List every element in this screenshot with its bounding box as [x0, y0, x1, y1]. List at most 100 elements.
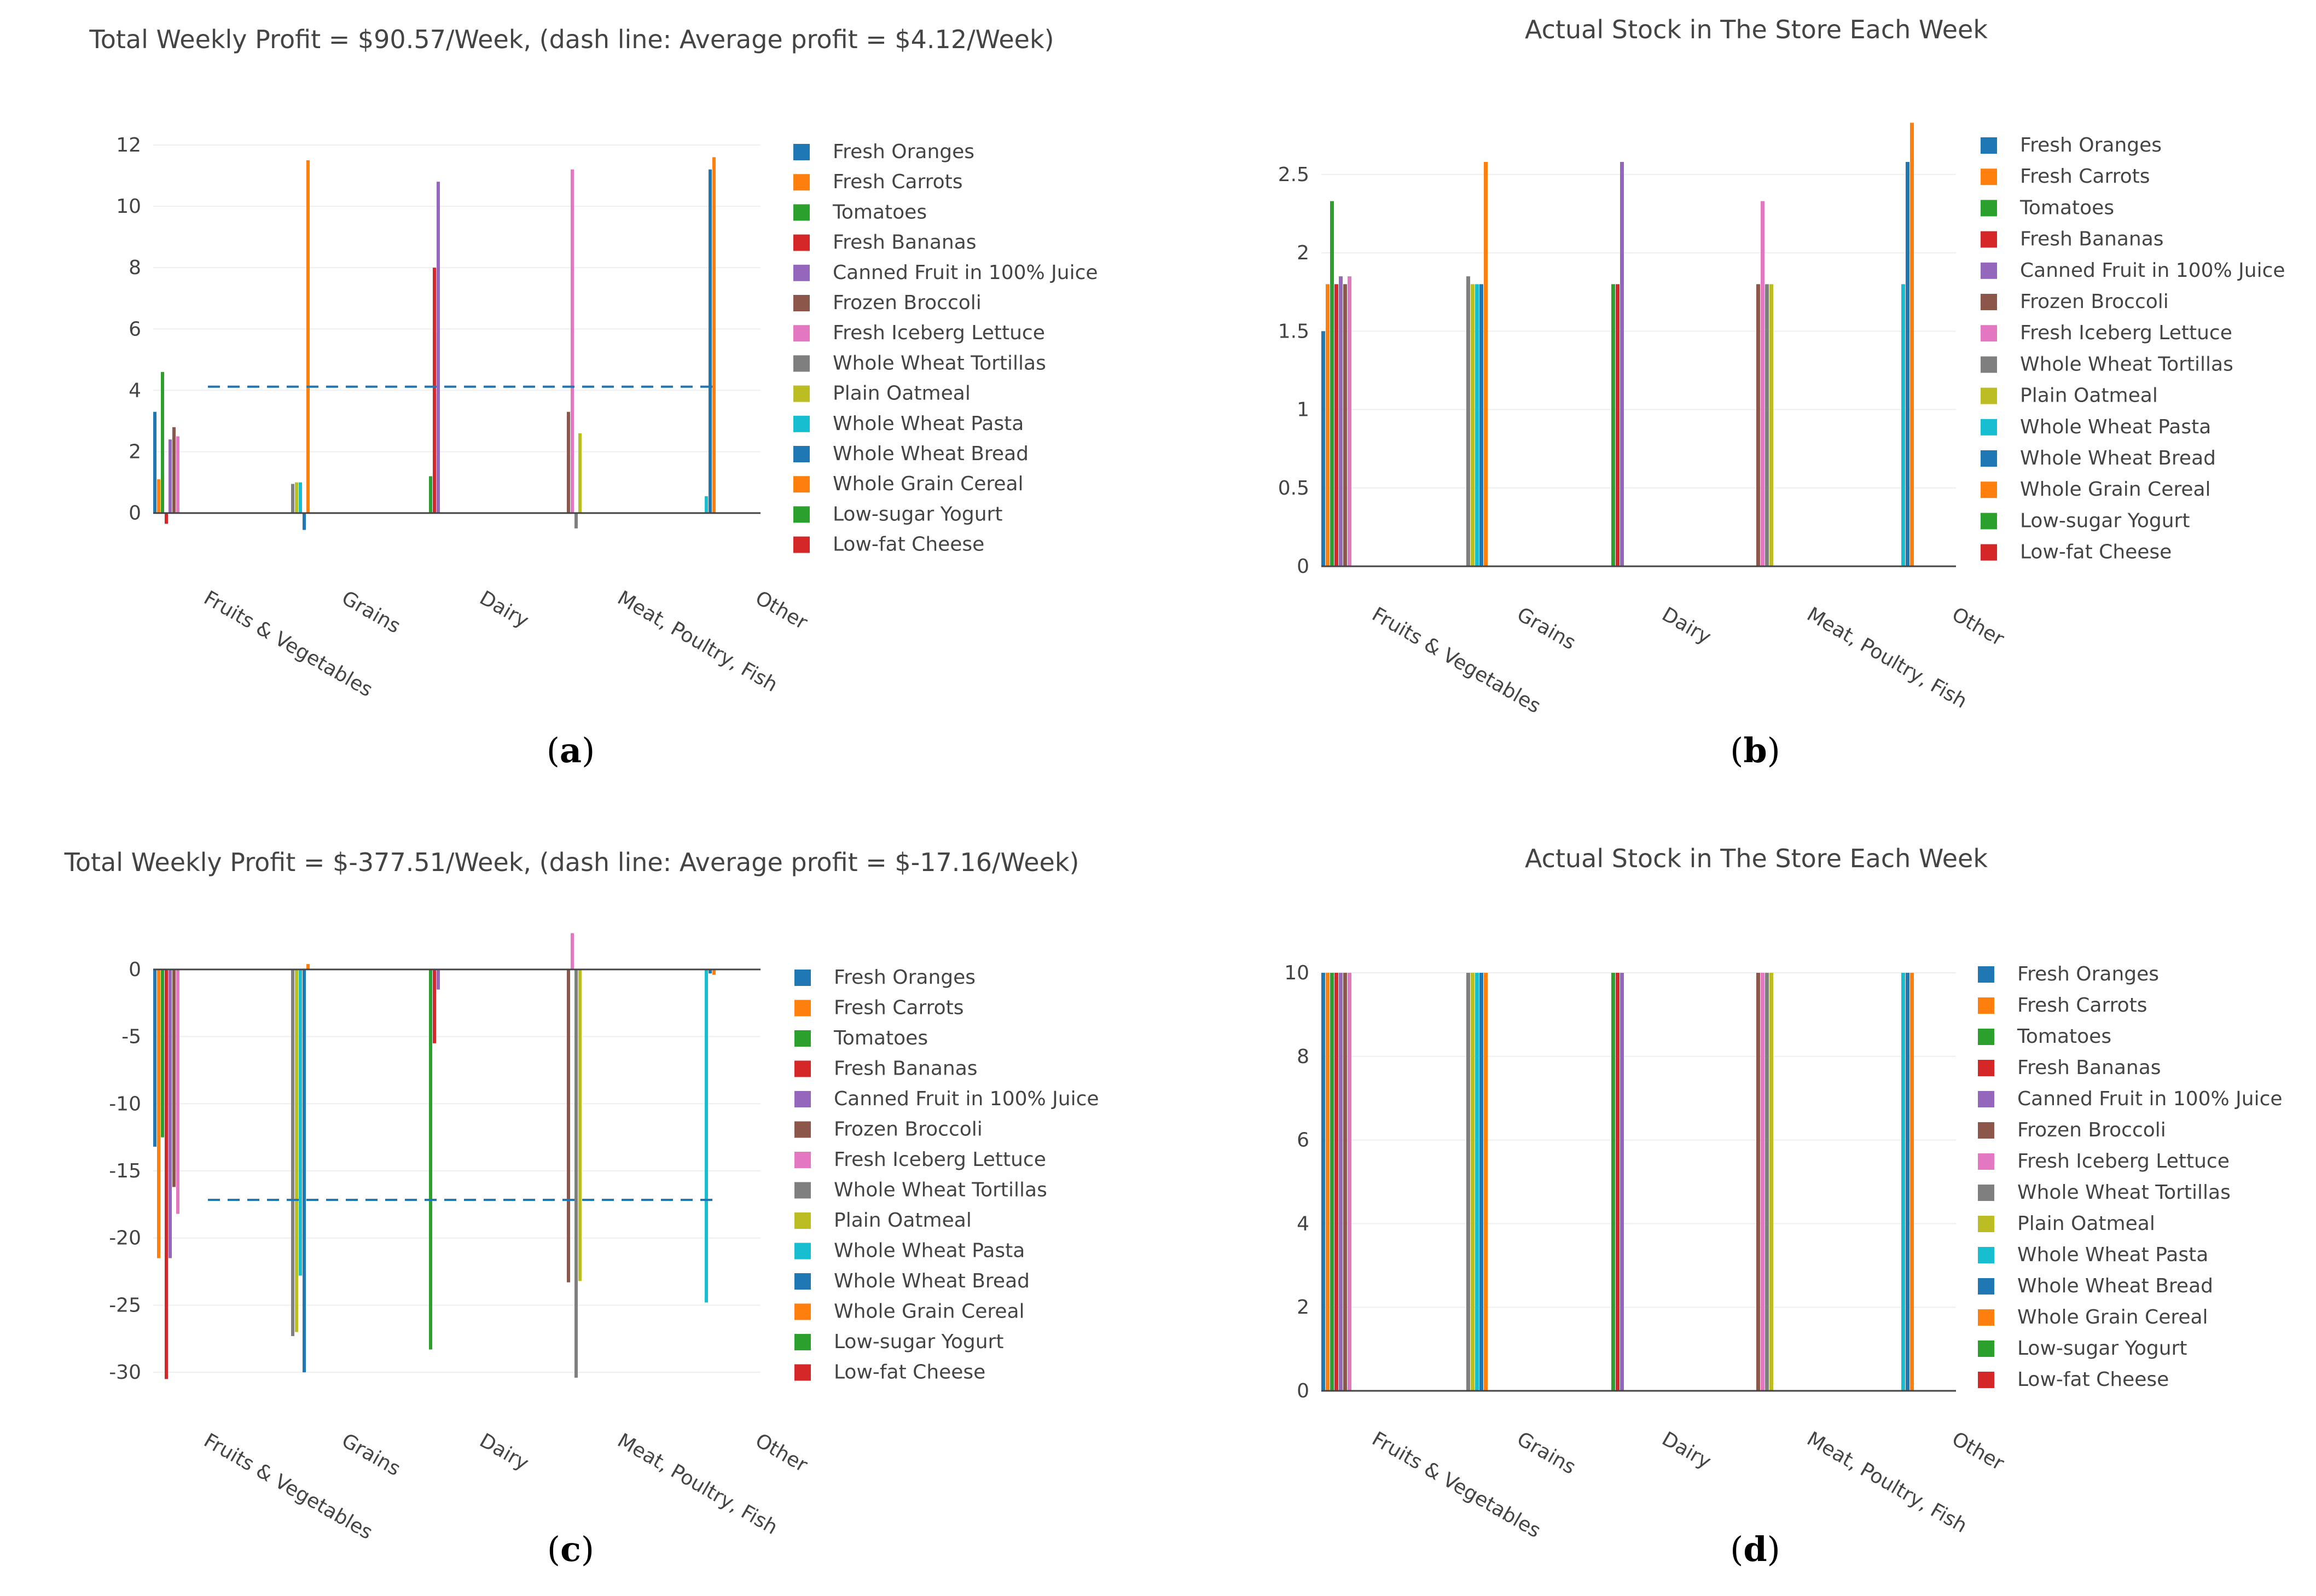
legend-swatch	[1978, 1185, 1994, 1201]
legend-item: Frozen Broccoli	[833, 292, 982, 314]
bar-fruits-vegetables-fresh-bananas	[1334, 973, 1338, 1391]
y-tick-label: -30	[109, 1361, 141, 1384]
legend-swatch	[1978, 966, 1994, 983]
legend-swatch	[793, 144, 810, 160]
legend-swatch	[793, 174, 810, 191]
legend-swatch	[794, 1273, 811, 1290]
bar-other-whole-grain-cereal	[712, 157, 716, 513]
legend-item: Tomatoes	[2019, 196, 2114, 219]
legend-swatch	[793, 234, 810, 251]
legend-swatch	[1978, 1029, 1994, 1045]
legend-swatch	[794, 1030, 811, 1047]
legend-item: Frozen Broccoli	[834, 1118, 983, 1141]
bar-other-whole-wheat-pasta	[705, 496, 708, 513]
legend-item: Whole Wheat Bread	[833, 443, 1029, 465]
bar-grains-plain-oatmeal	[1471, 284, 1475, 566]
bar-meat-poultry-fish-whole-wheat-tortillas	[1765, 284, 1769, 566]
legend-item: Fresh Oranges	[2020, 134, 2162, 156]
legend-swatch	[793, 264, 810, 281]
legend-item: Fresh Bananas	[833, 231, 977, 254]
legend-item: Whole Wheat Tortillas	[2017, 1181, 2231, 1204]
legend-item: Fresh Iceberg Lettuce	[2017, 1150, 2230, 1173]
chart-title: Actual Stock in The Store Each Week	[1525, 15, 1988, 44]
bar-other-whole-wheat-pasta	[1901, 973, 1905, 1391]
y-tick-label: 6	[129, 318, 141, 340]
legend-swatch	[1978, 1247, 1994, 1263]
bar-meat-poultry-fish-fresh-iceberg-lettuce	[571, 169, 574, 513]
bar-dairy-canned-fruit-in-100-juice	[1620, 161, 1624, 566]
legend-item: Whole Wheat Pasta	[833, 413, 1024, 435]
legend-swatch	[793, 355, 810, 372]
y-tick-label: 8	[129, 257, 141, 279]
legend-swatch	[1978, 1309, 1994, 1326]
legend-swatch	[793, 476, 810, 493]
legend-item: Tomatoes	[832, 201, 927, 223]
bar-meat-poultry-fish-plain-oatmeal	[578, 969, 582, 1281]
legend-swatch	[794, 1334, 811, 1350]
y-tick-label: 2.5	[1278, 164, 1309, 186]
legend-swatch	[794, 1243, 811, 1260]
legend-swatch	[1981, 231, 1997, 248]
bar-dairy-low-fat-cheese	[1616, 284, 1620, 566]
bar-fruits-vegetables-tomatoes	[161, 969, 164, 1137]
bar-other-whole-grain-cereal	[712, 969, 716, 975]
legend-item: Whole Wheat Bread	[834, 1270, 1030, 1292]
y-tick-label: -15	[109, 1160, 141, 1182]
legend-swatch	[1978, 1153, 1994, 1170]
legend-swatch	[1978, 1091, 1994, 1107]
bar-other-whole-wheat-bread	[709, 169, 712, 513]
bar-fruits-vegetables-fresh-oranges	[153, 969, 156, 1147]
legend-swatch	[1981, 356, 1997, 373]
y-tick-label: 4	[129, 379, 141, 402]
y-tick-label: 10	[1284, 962, 1309, 984]
y-tick-label: -5	[121, 1026, 141, 1048]
legend-item: Plain Oatmeal	[2020, 385, 2158, 407]
x-tick-label: Other	[1948, 1427, 2008, 1475]
bar-other-whole-wheat-pasta	[1901, 284, 1905, 566]
y-tick-label: 12	[116, 134, 141, 156]
y-tick-label: 0	[129, 502, 141, 525]
bar-other-whole-grain-cereal	[1910, 123, 1914, 566]
bar-grains-whole-wheat-pasta	[1475, 284, 1479, 566]
bar-fruits-vegetables-tomatoes	[161, 372, 164, 513]
legend-item: Whole Wheat Pasta	[2017, 1244, 2208, 1266]
legend-item: Low-fat Cheese	[2020, 541, 2172, 564]
x-tick-label: Grains	[1513, 603, 1580, 654]
panel-label: (d)	[1730, 1529, 1780, 1569]
chart-title: Total Weekly Profit = $90.57/Week, (dash…	[89, 25, 1054, 54]
bar-dairy-low-fat-cheese	[1616, 973, 1620, 1391]
legend-swatch	[1981, 262, 1997, 279]
bar-dairy-canned-fruit-in-100-juice	[437, 182, 440, 513]
legend-swatch	[1981, 169, 1997, 185]
bar-grains-whole-wheat-pasta	[299, 969, 302, 1276]
legend-swatch	[794, 1212, 811, 1229]
legend-item: Low-fat Cheese	[2017, 1368, 2169, 1391]
bar-fruits-vegetables-fresh-carrots	[1326, 284, 1330, 566]
bar-grains-whole-wheat-bread	[303, 969, 306, 1373]
legend-swatch	[794, 1152, 811, 1168]
bar-fruits-vegetables-fresh-iceberg-lettuce	[176, 436, 179, 513]
x-tick-label: Dairy	[476, 1429, 533, 1475]
x-tick-label: Meat, Poultry, Fish	[1803, 1427, 1971, 1537]
x-tick-label: Dairy	[1658, 603, 1715, 648]
x-tick-label: Other	[752, 1429, 811, 1477]
legend-item: Fresh Bananas	[2017, 1057, 2161, 1079]
bar-dairy-low-fat-cheese	[433, 268, 436, 513]
legend-item: Frozen Broccoli	[2020, 291, 2169, 313]
bar-grains-whole-wheat-tortillas	[291, 484, 294, 513]
legend-item: Fresh Oranges	[2017, 963, 2159, 985]
panel-label: (a)	[547, 730, 595, 770]
legend-item: Fresh Iceberg Lettuce	[834, 1148, 1046, 1171]
legend-item: Fresh Carrots	[834, 997, 964, 1019]
bar-grains-plain-oatmeal	[295, 969, 298, 1332]
legend-item: Low-fat Cheese	[834, 1361, 985, 1384]
legend-item: Fresh Oranges	[833, 141, 974, 163]
bar-fruits-vegetables-tomatoes	[1330, 201, 1334, 566]
legend-swatch	[1981, 419, 1997, 436]
legend-item: Fresh Iceberg Lettuce	[833, 322, 1045, 344]
legend-item: Whole Wheat Bread	[2020, 447, 2216, 469]
y-tick-label: -25	[109, 1294, 141, 1316]
legend-item: Whole Wheat Pasta	[2020, 416, 2211, 438]
x-tick-label: Grains	[338, 1429, 404, 1481]
